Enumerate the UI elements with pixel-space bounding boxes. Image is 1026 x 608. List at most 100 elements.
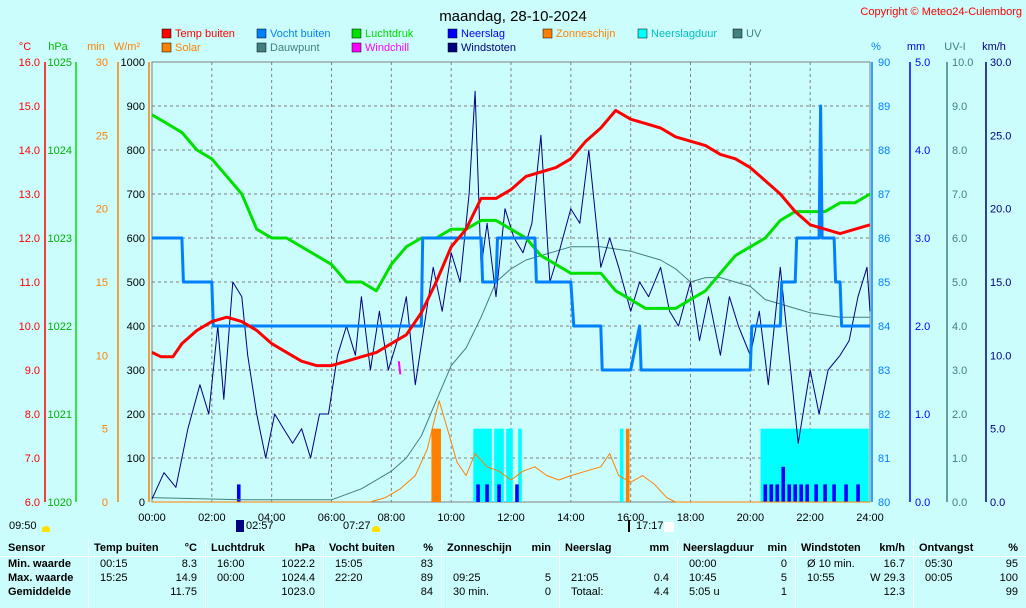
stats-max: 14.9	[175, 572, 197, 584]
tick-humidity: 80	[878, 497, 890, 509]
stats-min-time: 15:05	[335, 558, 363, 570]
stats-max-time: 00:05	[925, 572, 953, 584]
copyright: Copyright © Meteo24-Culemborg	[860, 6, 1022, 18]
tick-temp: 16.0	[19, 57, 40, 69]
stats-avg: 11.75	[170, 586, 197, 598]
bar-neerslagduur	[826, 428, 830, 502]
sunrise-time: 07:27	[343, 520, 371, 532]
stats-max-time: 10:45	[689, 572, 717, 584]
bar-neerslagduur	[509, 428, 513, 502]
bar-zonneschijn	[437, 428, 441, 502]
axis-unit-uv: UV-I	[944, 41, 965, 53]
bar-zonneschijn	[625, 428, 630, 502]
tick-rain: 3.0	[915, 233, 930, 245]
stats-min-time: 05:30	[925, 558, 953, 570]
stats-column: Zonneschijn min 09:25 5 30 min. 0	[441, 540, 559, 608]
legend-swatch	[447, 42, 458, 53]
sunset-time: 17:17	[636, 520, 664, 532]
sunrise-icon	[372, 526, 380, 532]
bar-neerslagduur	[862, 428, 866, 502]
tick-wind: 15.0	[990, 277, 1011, 289]
column-divider	[795, 540, 796, 608]
tick-humidity: 84	[878, 321, 890, 333]
tick-x: 16:00	[617, 512, 645, 524]
stats-min: 8.3	[181, 558, 197, 570]
tick-uv: 4.0	[952, 321, 967, 333]
legend-label: Windchill	[365, 42, 409, 54]
bar-neerslagduur	[772, 428, 777, 502]
stats-max-time: 10:55	[807, 572, 835, 584]
tick-wind: 25.0	[990, 130, 1011, 142]
bar-neerslagduur	[760, 428, 765, 502]
tick-pressure: 1024	[48, 145, 72, 157]
bar-neerslagduur	[835, 428, 839, 502]
bar-neerslagduur	[808, 428, 812, 502]
bar-neerslag	[236, 484, 241, 502]
bar-neerslagduur	[811, 428, 815, 502]
tick-humidity: 85	[878, 277, 890, 289]
bar-neerslagduur	[838, 428, 842, 502]
bar-neerslagduur	[802, 428, 806, 502]
sunset-icon	[628, 520, 630, 532]
bar-neerslagduur	[778, 428, 783, 502]
stats-avg-label: 30 min.	[453, 586, 490, 598]
bar-neerslagduur	[775, 428, 780, 502]
tick-x: 08:00	[378, 512, 406, 524]
stats-column: Vocht buiten% 15:05 83 22:20 89 84	[323, 540, 441, 608]
stats-max: 5	[544, 572, 551, 584]
bar-neerslagduur	[485, 428, 489, 502]
weather-chart: maandag, 28-10-2024 Copyright © Meteo24-C…	[19, 6, 1022, 524]
column-divider	[913, 540, 914, 608]
stats-column: Neerslagduur min 00:00 0 10:45 5 5:05 u 1	[677, 540, 795, 608]
bar-neerslag	[787, 484, 792, 502]
bar-neerslag	[781, 466, 786, 502]
stats-min-time: Ø 10 min.	[807, 558, 855, 570]
bar-neerslagduur	[856, 428, 860, 502]
tick-uv: 2.0	[952, 409, 967, 421]
stats-title: Temp buiten	[94, 542, 159, 554]
legend-label: UV	[746, 28, 762, 40]
bar-neerslagduur	[796, 428, 800, 502]
stats-unit: min	[531, 542, 551, 554]
stats-column: Neerslag mm 21:05 0.4 Totaal: 4.4	[559, 540, 677, 608]
tick-humidity: 81	[878, 453, 890, 465]
tick-temp: 12.0	[19, 233, 40, 245]
stats-avg: 1	[780, 586, 787, 598]
stats-title: Neerslag	[565, 542, 612, 554]
bar-neerslagduur	[799, 428, 803, 502]
tick-wind: 5.0	[990, 424, 1005, 436]
bar-neerslagduur	[784, 428, 789, 502]
bar-neerslagduur	[500, 428, 504, 502]
bar-neerslagduur	[473, 428, 477, 502]
stats-title: Vocht buiten	[329, 542, 395, 554]
stats-max-time: 09:25	[453, 572, 481, 584]
stats-max: 1024.4	[281, 572, 315, 584]
stats-max-time: 00:00	[217, 572, 245, 584]
bar-neerslagduur	[844, 428, 848, 502]
tick-solar: 400	[127, 321, 145, 333]
bar-neerslag	[823, 484, 827, 502]
bar-neerslagduur	[805, 428, 809, 502]
bar-neerslagduur	[476, 428, 480, 502]
stats-max-time: 15:25	[100, 572, 128, 584]
moonset-icon	[236, 520, 244, 532]
stats-min: 0	[780, 558, 787, 570]
tick-uv: 9.0	[952, 101, 967, 113]
tick-pressure: 1021	[48, 409, 72, 421]
tick-x: 14:00	[557, 512, 585, 524]
tick-humidity: 87	[878, 189, 890, 201]
bar-neerslagduur	[769, 428, 774, 502]
tick-pressure: 1023	[48, 233, 72, 245]
column-divider	[441, 540, 442, 608]
bar-neerslagduur	[763, 428, 768, 502]
bar-neerslag	[844, 484, 848, 502]
tick-temp: 8.0	[25, 409, 40, 421]
legend-swatch	[161, 28, 172, 39]
legend-swatch	[161, 42, 172, 53]
tick-sun-min: 30	[96, 57, 108, 69]
tick-humidity: 86	[878, 233, 890, 245]
bar-neerslagduur	[482, 428, 486, 502]
tick-wind: 30.0	[990, 57, 1011, 69]
tick-x: 18:00	[677, 512, 705, 524]
bar-neerslag	[814, 484, 818, 502]
